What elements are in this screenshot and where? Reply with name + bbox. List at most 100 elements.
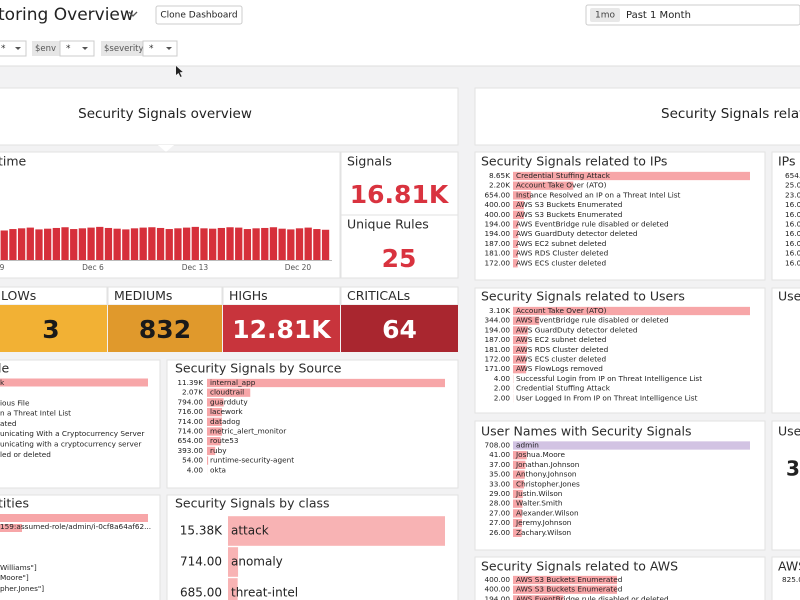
title-dropdown-icon[interactable] (128, 11, 138, 17)
bar (174, 228, 182, 260)
toplist-value: 27.00 (489, 508, 510, 517)
toplist-name: attack (231, 524, 269, 538)
bar (17, 228, 26, 260)
widget-panel (771, 556, 800, 600)
x-tick-label: Dec 6 (82, 263, 104, 272)
toplist-bar (207, 446, 216, 456)
severity-value: 12.81K (232, 315, 332, 344)
toplist-name: route53 (210, 436, 239, 445)
toplist-value: 400.00 (484, 585, 510, 594)
filter-name-bg (101, 41, 143, 56)
bar (96, 226, 104, 260)
bar (261, 227, 269, 260)
toplist-bar (513, 470, 525, 479)
toplist-name: guardduty (210, 397, 248, 406)
toplist-value: 171.00 (484, 364, 510, 373)
bar (78, 228, 87, 260)
toplist-name: AWS S3 Buckets Enumerated (516, 210, 622, 219)
toplist-bar (513, 451, 527, 460)
severity-title: LOWs (1, 288, 36, 303)
filter-box[interactable] (0, 40, 27, 57)
toplist-name: cloudtrail (210, 388, 244, 397)
toplist-value: 714.00 (177, 427, 203, 436)
filter-box[interactable] (142, 40, 178, 57)
bar (26, 227, 34, 260)
filter-arrow (15, 47, 21, 50)
toplist-bar (513, 595, 564, 600)
toplist-bar (513, 230, 519, 239)
toplist-bar (513, 441, 750, 450)
toplist-value: 54.00 (182, 456, 203, 465)
bar (0, 230, 8, 260)
toplist-name: internal_app (210, 378, 256, 387)
clone-button[interactable] (155, 5, 243, 25)
toplist-name: metric_alert_monitor (210, 427, 286, 436)
time-picker[interactable] (585, 4, 800, 26)
bar (165, 229, 173, 260)
toplist-bar (207, 427, 222, 436)
toplist-bar (513, 210, 524, 219)
bar (313, 229, 321, 260)
group-title: Security Signals overview (78, 106, 252, 122)
bar (104, 227, 113, 260)
widget-title: AWS (778, 559, 800, 574)
toplist-value: 654.00 (484, 190, 510, 199)
filter-name: $env (35, 44, 56, 54)
widget-panel (340, 151, 459, 216)
bar (52, 227, 60, 260)
toplist-value: 2.20K (489, 181, 510, 190)
toplist-value: 685.00 (180, 586, 222, 600)
toplist-bar (207, 437, 221, 446)
toplist-value: 344.00 (484, 316, 510, 325)
toplist-bar (513, 489, 523, 499)
toplist-name: AWS S3 Buckets Enumerated (516, 200, 622, 209)
toplist-bar (513, 480, 525, 489)
widget-title: Security Signals related to AWS (481, 559, 678, 574)
filter-value: * (1, 44, 6, 54)
toplist-name: User Logged In From IP on Threat Intelli… (516, 393, 698, 402)
bar (269, 227, 278, 260)
bar (113, 228, 121, 260)
bar (217, 227, 225, 260)
toplist-name: Anthony.Johnson (516, 470, 577, 479)
bar (130, 228, 139, 260)
rule-name: k (0, 378, 5, 387)
toplist-bar (228, 578, 238, 600)
widget-title: time (0, 154, 27, 169)
bar (70, 229, 78, 260)
filter-box[interactable] (59, 40, 95, 57)
toplist-bar (228, 547, 239, 577)
toplist-name: AWS RDS Cluster deleted (516, 249, 608, 258)
toplist-bar (207, 407, 222, 417)
toplist-name: Credential Stuffing Attack (516, 171, 611, 180)
widget-title: Security Signals related to IPs (481, 154, 667, 169)
toplist-value: 3.10K (489, 306, 510, 315)
filter-name: $severity (104, 44, 144, 54)
severity-title: CRITICALs (347, 288, 410, 303)
toplist-bar (513, 181, 574, 190)
toplist-value: 194.00 (484, 594, 510, 600)
side-value: 16.0 (785, 210, 800, 219)
toplist-bar (207, 378, 445, 388)
side-value: 16.0 (785, 229, 800, 238)
widget-title: Signals (347, 154, 392, 169)
toplist-value: 2.00 (494, 384, 511, 393)
toplist-bar (207, 398, 224, 407)
toplist-name: admin (516, 441, 539, 450)
toplist-name: AWS ECS cluster deleted (516, 355, 606, 364)
bar (87, 227, 95, 260)
widget-title: tities (0, 496, 29, 511)
toplist-bar (513, 509, 523, 518)
toplist-value: 172.00 (484, 355, 510, 364)
toplist-value: 654.00 (177, 436, 203, 445)
toplist-name: AWS RDS Cluster deleted (516, 345, 608, 354)
rule-name: unicating With a Cryptocurrency Server (0, 429, 144, 438)
widget-title: Security Signals by Source (175, 361, 342, 376)
bar (9, 229, 17, 260)
toplist-name: AWS ECS cluster deleted (516, 258, 606, 267)
toplist-bar (513, 220, 519, 229)
dashboard-title: toring Overview (0, 5, 134, 25)
bar (139, 227, 147, 260)
toplist-value: 187.00 (484, 239, 510, 248)
side-value: 16.0 (785, 220, 800, 229)
